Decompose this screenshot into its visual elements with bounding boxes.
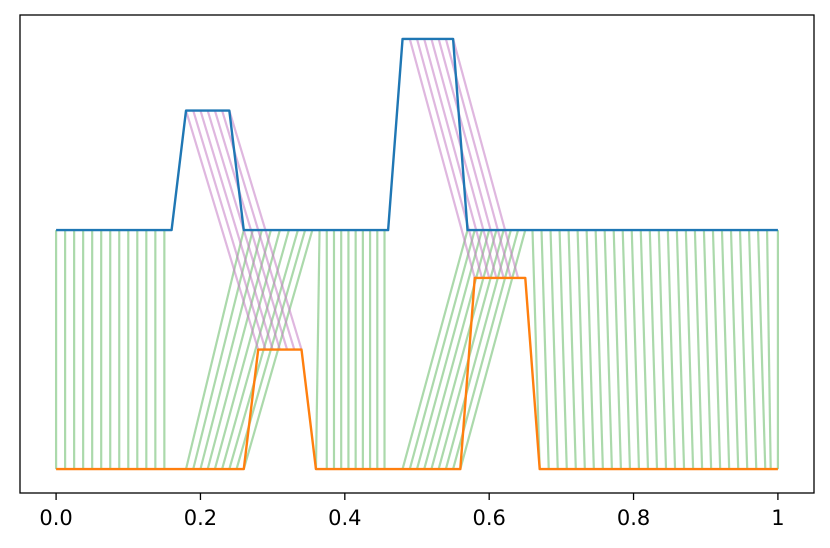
x-tick-label: 0.8 [617,506,650,530]
alignment-line [401,229,469,470]
alignment-line [540,230,550,470]
x-tick-label: 0.2 [184,506,217,530]
peak-alignment-line [408,38,476,279]
x-tick-label: 0.0 [39,506,72,530]
peak-alignment-line [423,38,491,279]
alignment-line [206,229,272,470]
alignment-line [738,230,749,470]
alignment-line [213,229,281,470]
alignment-line [747,230,758,470]
peak-alignment-line [199,110,274,350]
peak-alignment-line [430,38,498,279]
peak-alignment-line [415,38,484,279]
alignment-line [430,229,498,470]
alignment-line [437,229,505,470]
x-tick-label: 0.6 [472,506,505,530]
alignment-line [720,230,731,470]
alignment-line [531,230,541,470]
alignment-line [423,229,491,470]
alignment-line [648,230,659,470]
x-tick-label: 0.4 [328,506,361,530]
peak-alignment-line [192,110,267,350]
alignment-line [444,229,512,470]
alignment-line [576,230,586,470]
alignment-line [675,230,686,470]
alignment-line [408,229,476,470]
peak-alignment-line [452,38,520,279]
alignment-line [711,230,722,470]
alignment-line [459,229,527,470]
peak-alignment-line [184,110,260,350]
alignment-line [666,230,677,470]
alignment-line [639,230,650,470]
alignment-line [765,230,772,470]
alignment-line [657,230,668,470]
series-line-1 [56,37,778,232]
alignment-line [612,230,623,470]
alignment-line [594,230,604,470]
alignment-line [415,229,484,470]
peak-alignment-line [437,38,505,279]
x-axis-ticks: 0.0 0.2 0.4 0.6 0.8 1 [39,493,785,530]
series-line-2 [56,276,778,471]
alignment-line [702,230,713,470]
alignment-line [621,230,632,470]
alignment-line [549,230,559,470]
x-tick-label: 1 [771,506,784,530]
alignment-line [729,230,740,470]
alignment-line [199,229,263,470]
alignment-line [684,230,695,470]
alignment-line [314,230,321,470]
alignment-line [693,230,704,470]
alignment-line [558,230,568,470]
alignment-line [567,230,577,470]
series-lines [56,37,778,471]
axes-frame [19,14,815,494]
alignment-line [192,229,254,470]
alignment-line [603,230,613,470]
alignment-line [585,230,595,470]
alignment-line [630,230,641,470]
alignment-line [756,230,767,470]
alignment-lines [54,38,780,470]
